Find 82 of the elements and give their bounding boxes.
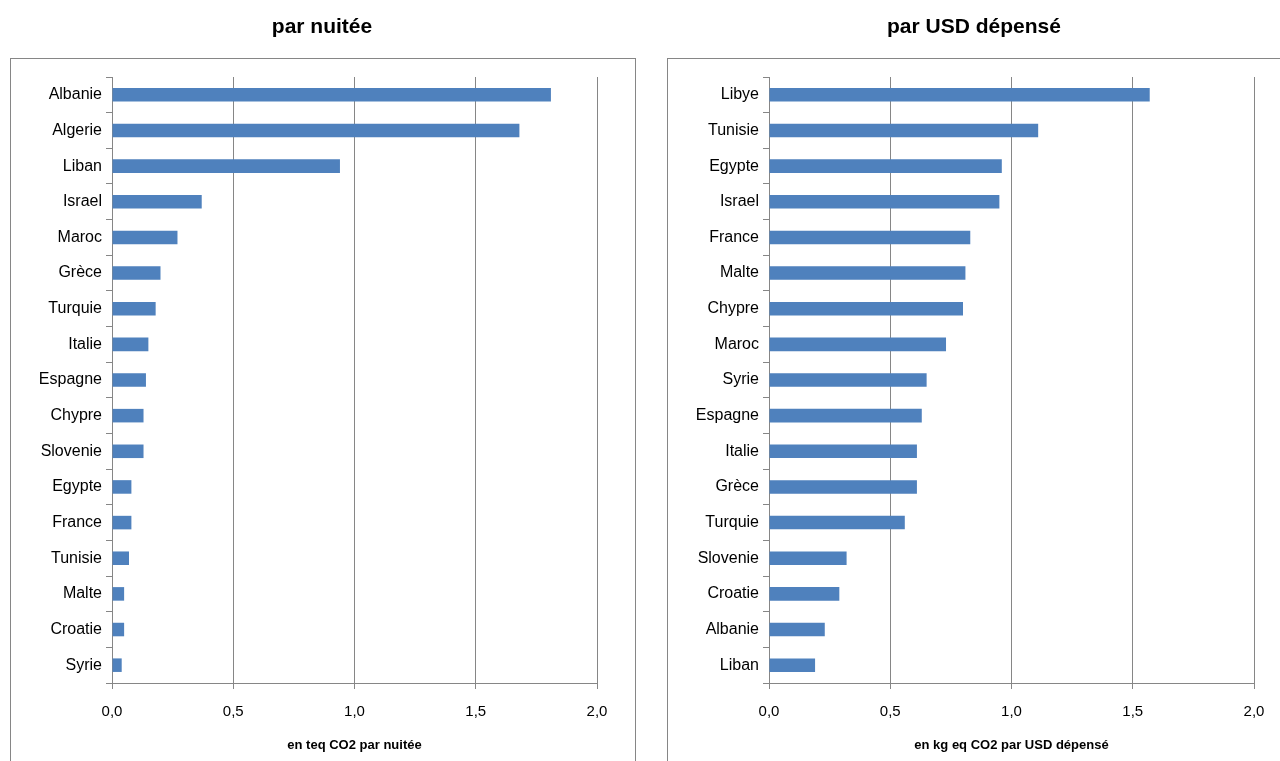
x-tick-label: 0,0 (758, 702, 780, 720)
y-tick-label: Italie (725, 441, 760, 459)
x-tick-label: 1,0 (344, 702, 365, 720)
y-tick-label: Turquie (48, 299, 103, 317)
x-axis-title: en kg eq CO2 par USD dépensé (914, 736, 1109, 752)
y-tick-label: Croatie (50, 619, 103, 637)
bar (769, 515, 905, 530)
bar (769, 373, 927, 387)
bar (769, 551, 847, 566)
y-tick-label: Tunisie (51, 548, 103, 566)
bar (112, 658, 122, 672)
x-tick-label: 1,5 (465, 702, 487, 720)
y-tick-label: Espagne (695, 406, 760, 424)
bar (112, 444, 144, 459)
bar (112, 408, 144, 423)
x-tick-label: 0,5 (879, 702, 901, 720)
bar (112, 373, 146, 387)
bar (112, 88, 551, 102)
y-tick-label: Israel (62, 192, 102, 210)
y-tick-label: Italie (68, 334, 103, 352)
bar (769, 337, 947, 352)
bar (112, 266, 161, 280)
bar (112, 622, 125, 637)
y-tick-label: Malte (719, 263, 760, 281)
y-tick-label: Liban (719, 655, 759, 673)
y-tick-label: Tunisie (708, 120, 760, 138)
x-tick-label: 0,5 (222, 702, 244, 720)
y-tick-label: Espagne (38, 370, 103, 388)
bar (112, 587, 125, 601)
bar (112, 337, 149, 352)
y-tick-label: Malte (62, 584, 103, 602)
bar (112, 159, 340, 173)
y-tick-label: Syrie (722, 370, 760, 388)
bar (112, 301, 156, 316)
bar (769, 587, 840, 601)
y-tick-label: Maroc (714, 334, 759, 352)
x-tick-label: 1,0 (1001, 702, 1022, 720)
x-tick-label: 1,5 (1122, 702, 1144, 720)
y-tick-label: Liban (62, 156, 102, 174)
bar (112, 123, 520, 138)
y-tick-label: Slovenie (40, 441, 103, 459)
bar (112, 230, 178, 245)
y-tick-label: Albanie (48, 85, 103, 103)
bar (112, 480, 132, 494)
x-tick-label: 2,0 (1243, 702, 1265, 720)
y-tick-label: Turquie (705, 512, 760, 530)
y-tick-label: Egypte (709, 156, 760, 174)
y-tick-label: Algerie (52, 120, 103, 138)
bar (112, 194, 202, 209)
bar (769, 658, 816, 672)
bar (769, 408, 922, 423)
x-tick-label: 0,0 (101, 702, 123, 720)
y-tick-label: Maroc (57, 227, 102, 245)
bar (769, 622, 825, 637)
y-tick-label: Grèce (58, 263, 103, 281)
y-tick-label: Grèce (715, 477, 760, 495)
y-tick-label: Croatie (707, 584, 760, 602)
y-tick-label: Chypre (50, 406, 103, 424)
bar (769, 266, 966, 280)
bar (769, 88, 1150, 102)
y-tick-label: Egypte (52, 477, 103, 495)
bar (769, 301, 963, 316)
y-tick-label: Syrie (65, 655, 103, 673)
x-tick-label: 2,0 (586, 702, 608, 720)
y-tick-label: France (709, 227, 760, 245)
bar (769, 123, 1039, 138)
chart-title: par USD dépensé (886, 14, 1062, 38)
y-tick-label: Albanie (705, 619, 760, 637)
chart-title: par nuitée (270, 14, 374, 38)
y-tick-label: France (52, 512, 103, 530)
bar (769, 194, 1000, 209)
bar (769, 444, 917, 459)
bar (769, 480, 917, 494)
bar (112, 551, 129, 566)
y-tick-label: Chypre (707, 299, 760, 317)
y-tick-label: Libye (720, 85, 760, 103)
bar (769, 230, 971, 245)
bar (112, 515, 132, 530)
y-tick-label: Slovenie (697, 548, 760, 566)
y-tick-label: Israel (719, 192, 759, 210)
bar (769, 159, 1002, 173)
x-axis-title: en teq CO2 par nuitée (287, 736, 422, 752)
